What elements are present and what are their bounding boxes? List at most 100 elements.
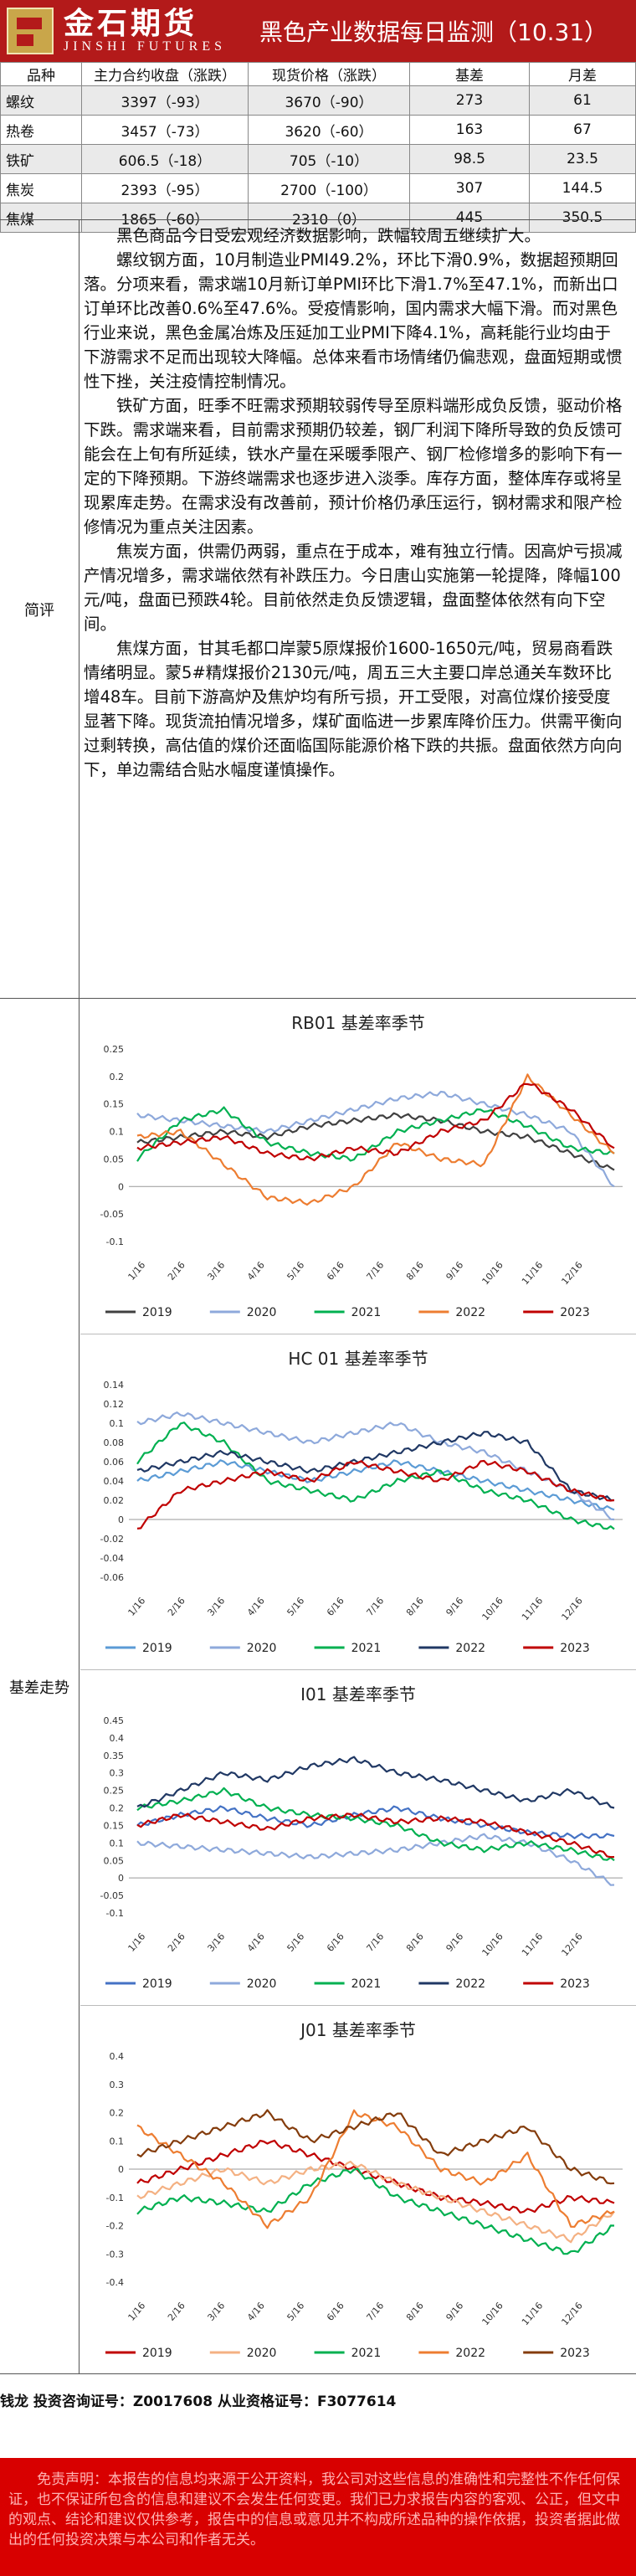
legend-label: 2023 [560,1306,590,1319]
price-table-header: 品种 主力合约收盘（涨跌） 现货价格（涨跌） 基差 月差 [0,62,636,86]
x-tick-label: 9/16 [444,1931,465,1954]
x-tick-label: 6/16 [325,1931,346,1954]
table-cell: 61 [529,85,636,116]
x-tick-label: 12/16 [559,2301,584,2328]
col-header: 品种 [0,62,82,86]
y-tick-label: 0.04 [104,1476,125,1487]
commentary-paragraph: 铁矿方面，旺季不旺需求预期较弱传导至原料端形成负反馈，驱动价格下跌。需求端来看，… [84,396,623,537]
y-tick-label: 0 [118,2164,124,2175]
x-tick-label: 1/16 [126,1931,147,1954]
x-tick-label: 5/16 [285,1596,306,1618]
col-header: 月差 [529,62,636,86]
report-title: 黑色产业数据每日监测（10.31） [243,0,636,62]
x-tick-label: 6/16 [325,1260,346,1283]
y-tick-label: 0 [118,1514,124,1525]
y-tick-label: 0.05 [104,1154,125,1165]
table-row: 螺纹 3397（-93） 3670（-90） 273 61 [0,85,636,116]
chart-rb01: RB01 基差率季节 0.25 0.2 0.15 0.1 0.05 0 -0.05 -0.1 1/… [80,999,636,1334]
table-cell: 445 [409,203,530,233]
chart-title: HC 01 基差率季节 [288,1349,428,1369]
commentary-label: 简评 [0,220,80,999]
y-tick-label: 0.25 [104,1786,125,1797]
table-cell: 67 [529,115,636,145]
chart-title: I01 基差率季节 [300,1684,416,1704]
table-cell: 2700（-100） [248,173,410,203]
table-cell: 螺纹 [0,85,82,116]
x-tick-label: 7/16 [364,2301,386,2323]
table-cell: 307 [409,173,530,203]
chart-svg: J01 基差率季节 0.4 0.3 0.2 0.1 0 -0.1 -0.2 -0.3 -0.4 1/… [105,2020,623,2360]
x-tick-label: 12/16 [559,1596,584,1623]
series-line-2023 [136,1459,615,1530]
x-tick-label: 4/16 [245,2301,267,2323]
legend-label: 2020 [247,1977,277,1991]
chart-title: RB01 基差率季节 [291,1013,424,1033]
x-tick-label: 8/16 [404,1260,426,1283]
y-tick-label: -0.4 [106,2277,124,2288]
y-tick-label: 0.1 [110,1127,125,1138]
table-cell: 3457（-73） [81,115,249,145]
legend-label: 2020 [247,1306,277,1319]
series-line-2021 [136,1422,615,1530]
table-cell: 2393（-95） [81,173,249,203]
commentary-section: 简评 黑色商品今日受宏观经济数据影响，跌幅较周五继续扩大。 螺纹钢方面，10月制… [0,219,636,999]
chart-j01: J01 基差率季节 0.4 0.3 0.2 0.1 0 -0.1 -0.2 -0.3 -0.4 1/… [80,2006,636,2374]
chart-svg: RB01 基差率季节 0.25 0.2 0.15 0.1 0.05 0 -0.05 -0.1 1/… [100,1013,623,1319]
y-tick-label: -0.05 [100,1209,124,1220]
x-tick-label: 6/16 [325,2301,346,2323]
x-tick-label: 1/16 [126,1596,147,1618]
x-tick-label: 3/16 [205,1260,227,1283]
series-line-2020 [136,1833,615,1886]
x-tick-label: 6/16 [325,1596,346,1618]
table-cell: 铁矿 [0,144,82,174]
table-cell: 163 [409,115,530,145]
basis-charts: RB01 基差率季节 0.25 0.2 0.15 0.1 0.05 0 -0.05 -0.1 1/… [80,999,636,2374]
x-tick-label: 7/16 [364,1931,386,1954]
x-tick-label: 5/16 [285,1260,306,1283]
table-cell: 3397（-93） [81,85,249,116]
table-cell: 焦炭 [0,173,82,203]
x-tick-label: 5/16 [285,1931,306,1954]
x-tick-label: 2/16 [166,1596,187,1618]
table-cell: 350.5 [529,203,636,233]
y-tick-label: 0.1 [110,1418,125,1429]
y-tick-label: 0.25 [104,1044,125,1055]
chart-title: J01 基差率季节 [299,2020,416,2040]
y-tick-label: 0.15 [104,1099,125,1110]
disclaimer: 免责声明：本报告的信息均来源于公开资料，我公司对这些信息的准确性和完整性不作任何… [0,2458,636,2576]
y-tick-label: -0.1 [106,1237,124,1247]
x-tick-label: 7/16 [364,1260,386,1283]
y-tick-label: 0.2 [110,1803,125,1814]
x-tick-label: 4/16 [245,1260,267,1283]
logo-name-en: JINSHI FUTURES [64,39,227,54]
series-line-2022 [136,2109,615,2229]
series-line-2019 [136,1805,615,1839]
table-cell: 23.5 [529,144,636,174]
legend-label: 2019 [142,2347,172,2360]
series-line-2023 [136,1812,615,1859]
series-line-2021 [136,1106,615,1162]
y-tick-label: -0.02 [100,1534,124,1545]
y-tick-label: 0.2 [110,1072,125,1082]
legend-label: 2022 [455,2347,485,2360]
y-tick-label: 0.06 [104,1457,125,1468]
table-cell: 606.5（-18） [81,144,249,174]
x-tick-label: 10/16 [480,1260,505,1288]
x-tick-label: 1/16 [126,1260,147,1283]
table-cell: 3670（-90） [248,85,410,116]
table-cell: 热卷 [0,115,82,145]
y-tick-label: 0.15 [104,1820,125,1831]
col-header: 现货价格（涨跌） [248,62,410,86]
series-line-2020 [136,1411,615,1521]
x-tick-label: 4/16 [245,1596,267,1618]
y-tick-label: 0.3 [110,2080,125,2090]
series-line-2020 [136,2160,615,2244]
x-tick-label: 1/16 [126,2301,147,2323]
series-line-2021 [136,1787,615,1862]
y-tick-label: 0.02 [104,1495,125,1506]
legend-label: 2020 [247,1642,277,1655]
x-tick-label: 2/16 [166,1931,187,1954]
x-tick-label: 9/16 [444,1260,465,1283]
commentary-paragraph: 焦炭方面，供需仍两弱，重点在于成本，难有独立行情。因高炉亏损减产情况增多，需求端… [84,542,623,634]
y-tick-label: -0.3 [106,2249,124,2260]
